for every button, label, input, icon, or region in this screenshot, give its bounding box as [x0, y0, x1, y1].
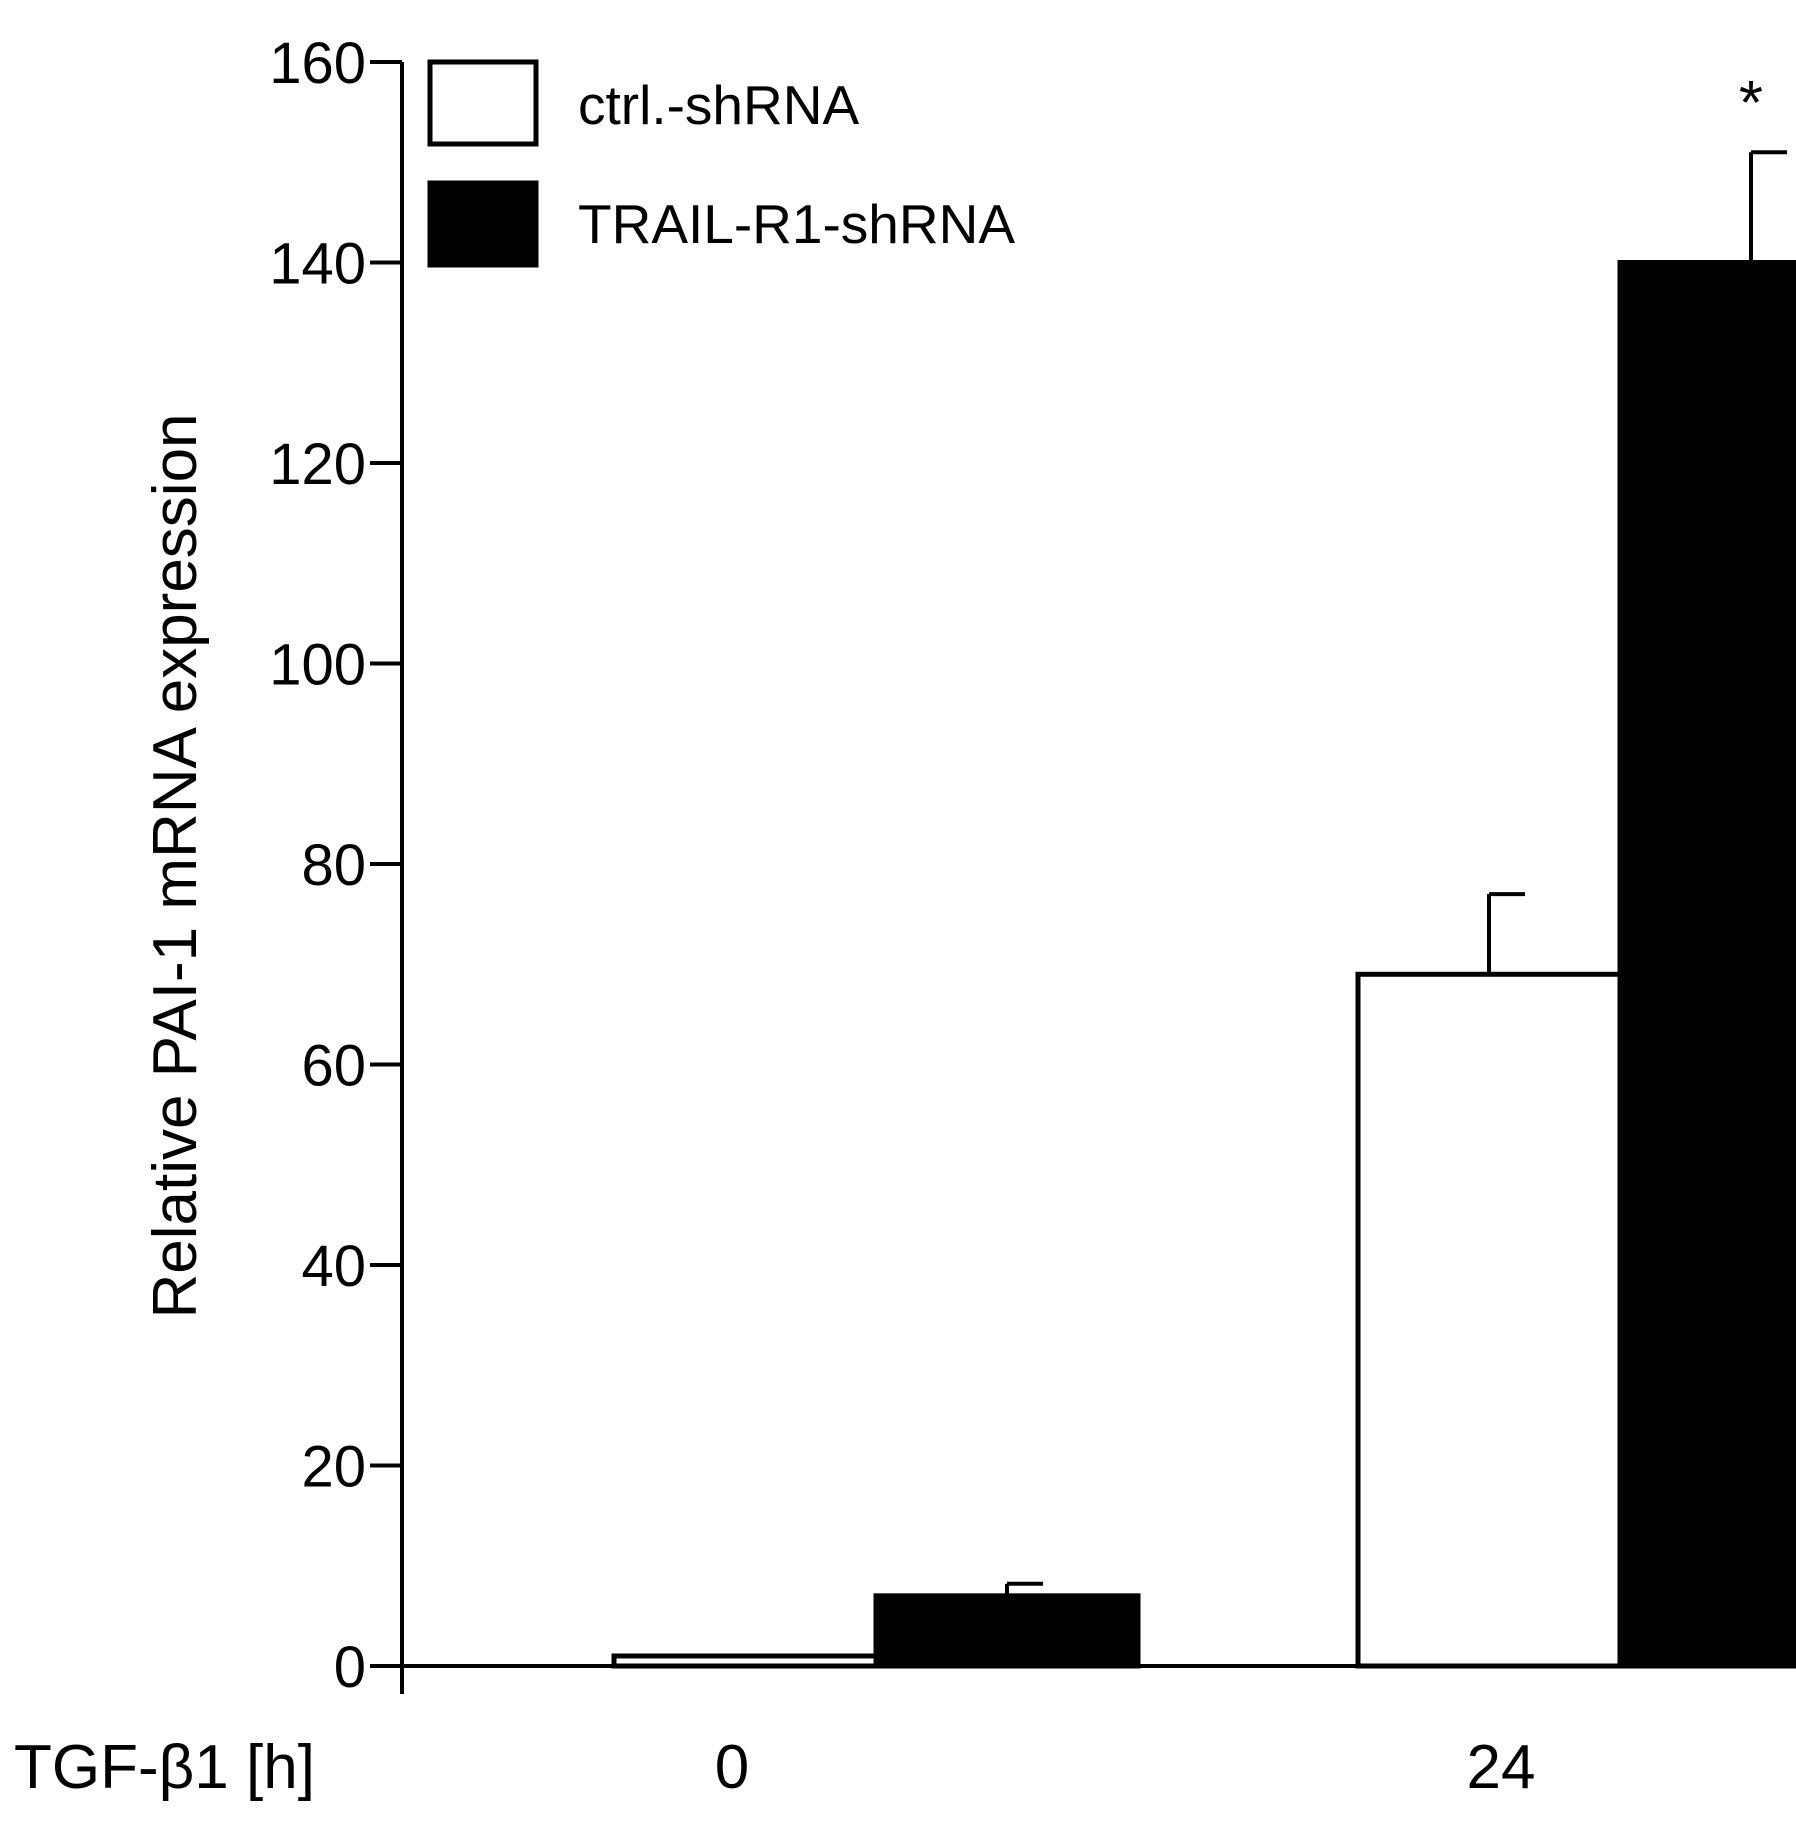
error-bars — [1005, 150, 1787, 1596]
y-tick-label: 140 — [269, 232, 366, 297]
legend-swatch-ctrl-shrna — [427, 59, 539, 147]
significance-marker: * — [1739, 69, 1763, 138]
legend-label-ctrl-shrna: ctrl.-shRNA — [578, 74, 859, 136]
y-tick-label: 80 — [301, 833, 366, 898]
x-tick-label-0: 0 — [715, 1733, 749, 1802]
y-tick-label: 40 — [301, 1234, 366, 1299]
legend: ctrl.-shRNA TRAIL-R1-shRNA — [427, 59, 1015, 268]
x-axis-title: TGF-β1 [h] — [14, 1733, 315, 1802]
y-tick-label: 160 — [269, 31, 366, 96]
y-tick-label: 0 — [334, 1635, 366, 1700]
x-axis-tick-labels: 0 24 — [715, 1733, 1536, 1802]
bars — [611, 260, 1796, 1669]
y-tick-label: 60 — [301, 1034, 366, 1099]
y-axis-title: Relative PAI-1 mRNA expression — [141, 413, 210, 1318]
bar-ctrl-shrna-24 — [1355, 971, 1623, 1669]
y-tick-label: 120 — [269, 432, 366, 497]
bar-trail-r1-shrna-24 — [1617, 260, 1796, 1669]
legend-label-trail-r1-shrna: TRAIL-R1-shRNA — [578, 193, 1015, 255]
bar-trail-r1-shrna-0 — [873, 1593, 1141, 1669]
y-tick-label: 20 — [301, 1435, 366, 1500]
y-tick-label: 100 — [269, 633, 366, 698]
y-axis-ticks: 0 20 40 60 80 100 120 140 160 — [269, 31, 404, 1700]
x-tick-label-24: 24 — [1467, 1733, 1536, 1802]
annotations: * — [1739, 69, 1763, 138]
legend-swatch-trail-r1-shrna — [427, 180, 539, 268]
